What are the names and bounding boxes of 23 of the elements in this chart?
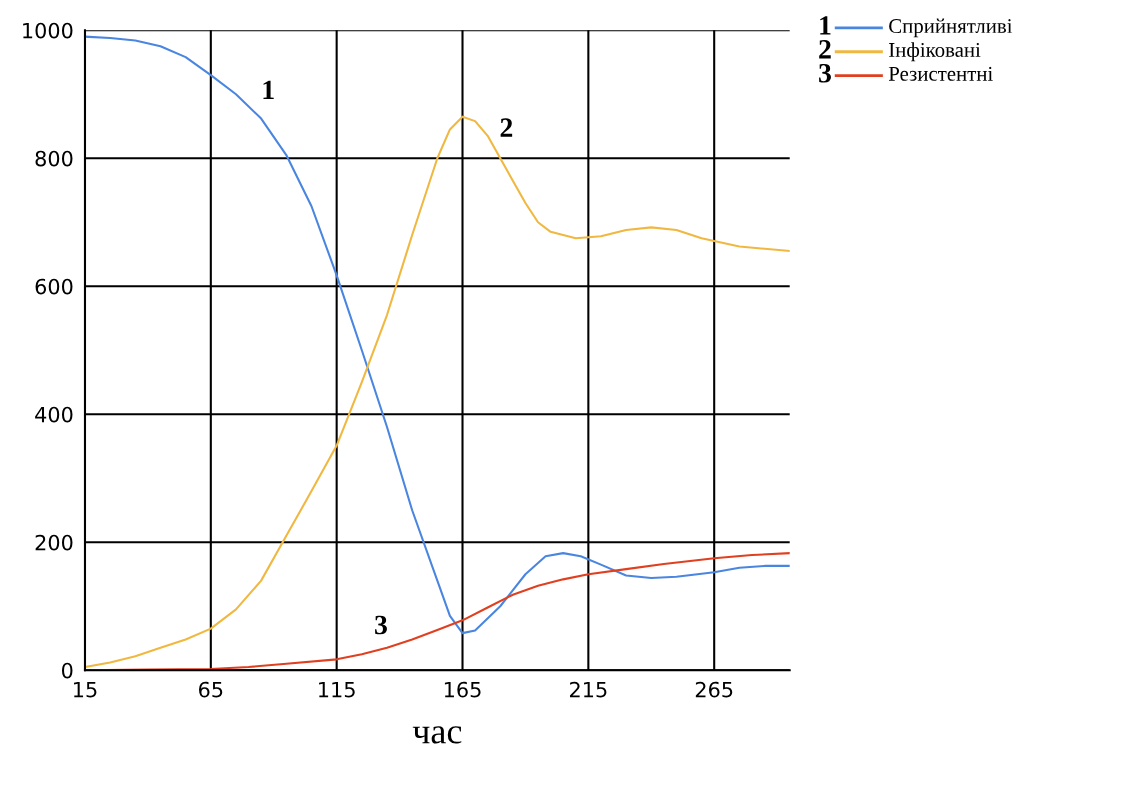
x-tick-label: 15	[74, 681, 97, 698]
x-tick-label: 215	[569, 681, 607, 698]
legend-label: Резистентні	[888, 66, 993, 81]
y-tick-label: 0	[61, 662, 73, 679]
annotation: 2	[500, 118, 513, 137]
y-tick-label: 800	[35, 150, 73, 167]
y-tick-label: 200	[35, 534, 73, 551]
text: 2	[819, 40, 831, 59]
annotation: 1	[263, 80, 274, 100]
x-tick-label: 165	[444, 681, 481, 698]
x-tick-label: 265	[695, 681, 733, 698]
x-tick-label: 115	[319, 681, 355, 698]
y-tick-label: 600	[35, 278, 73, 295]
legend-label: Інфіковані	[889, 42, 981, 62]
legend-label: Сприйнятливі	[889, 18, 1013, 38]
text: 3	[819, 63, 831, 83]
line-series	[84, 35, 790, 635]
x-tick-label: 65	[199, 681, 223, 698]
x-axis-title: час	[412, 726, 462, 744]
annotation: 3	[375, 615, 387, 635]
text: 1	[820, 16, 831, 35]
y-tick-label: 400	[35, 406, 73, 423]
y-tick-label: 1000	[23, 22, 73, 39]
